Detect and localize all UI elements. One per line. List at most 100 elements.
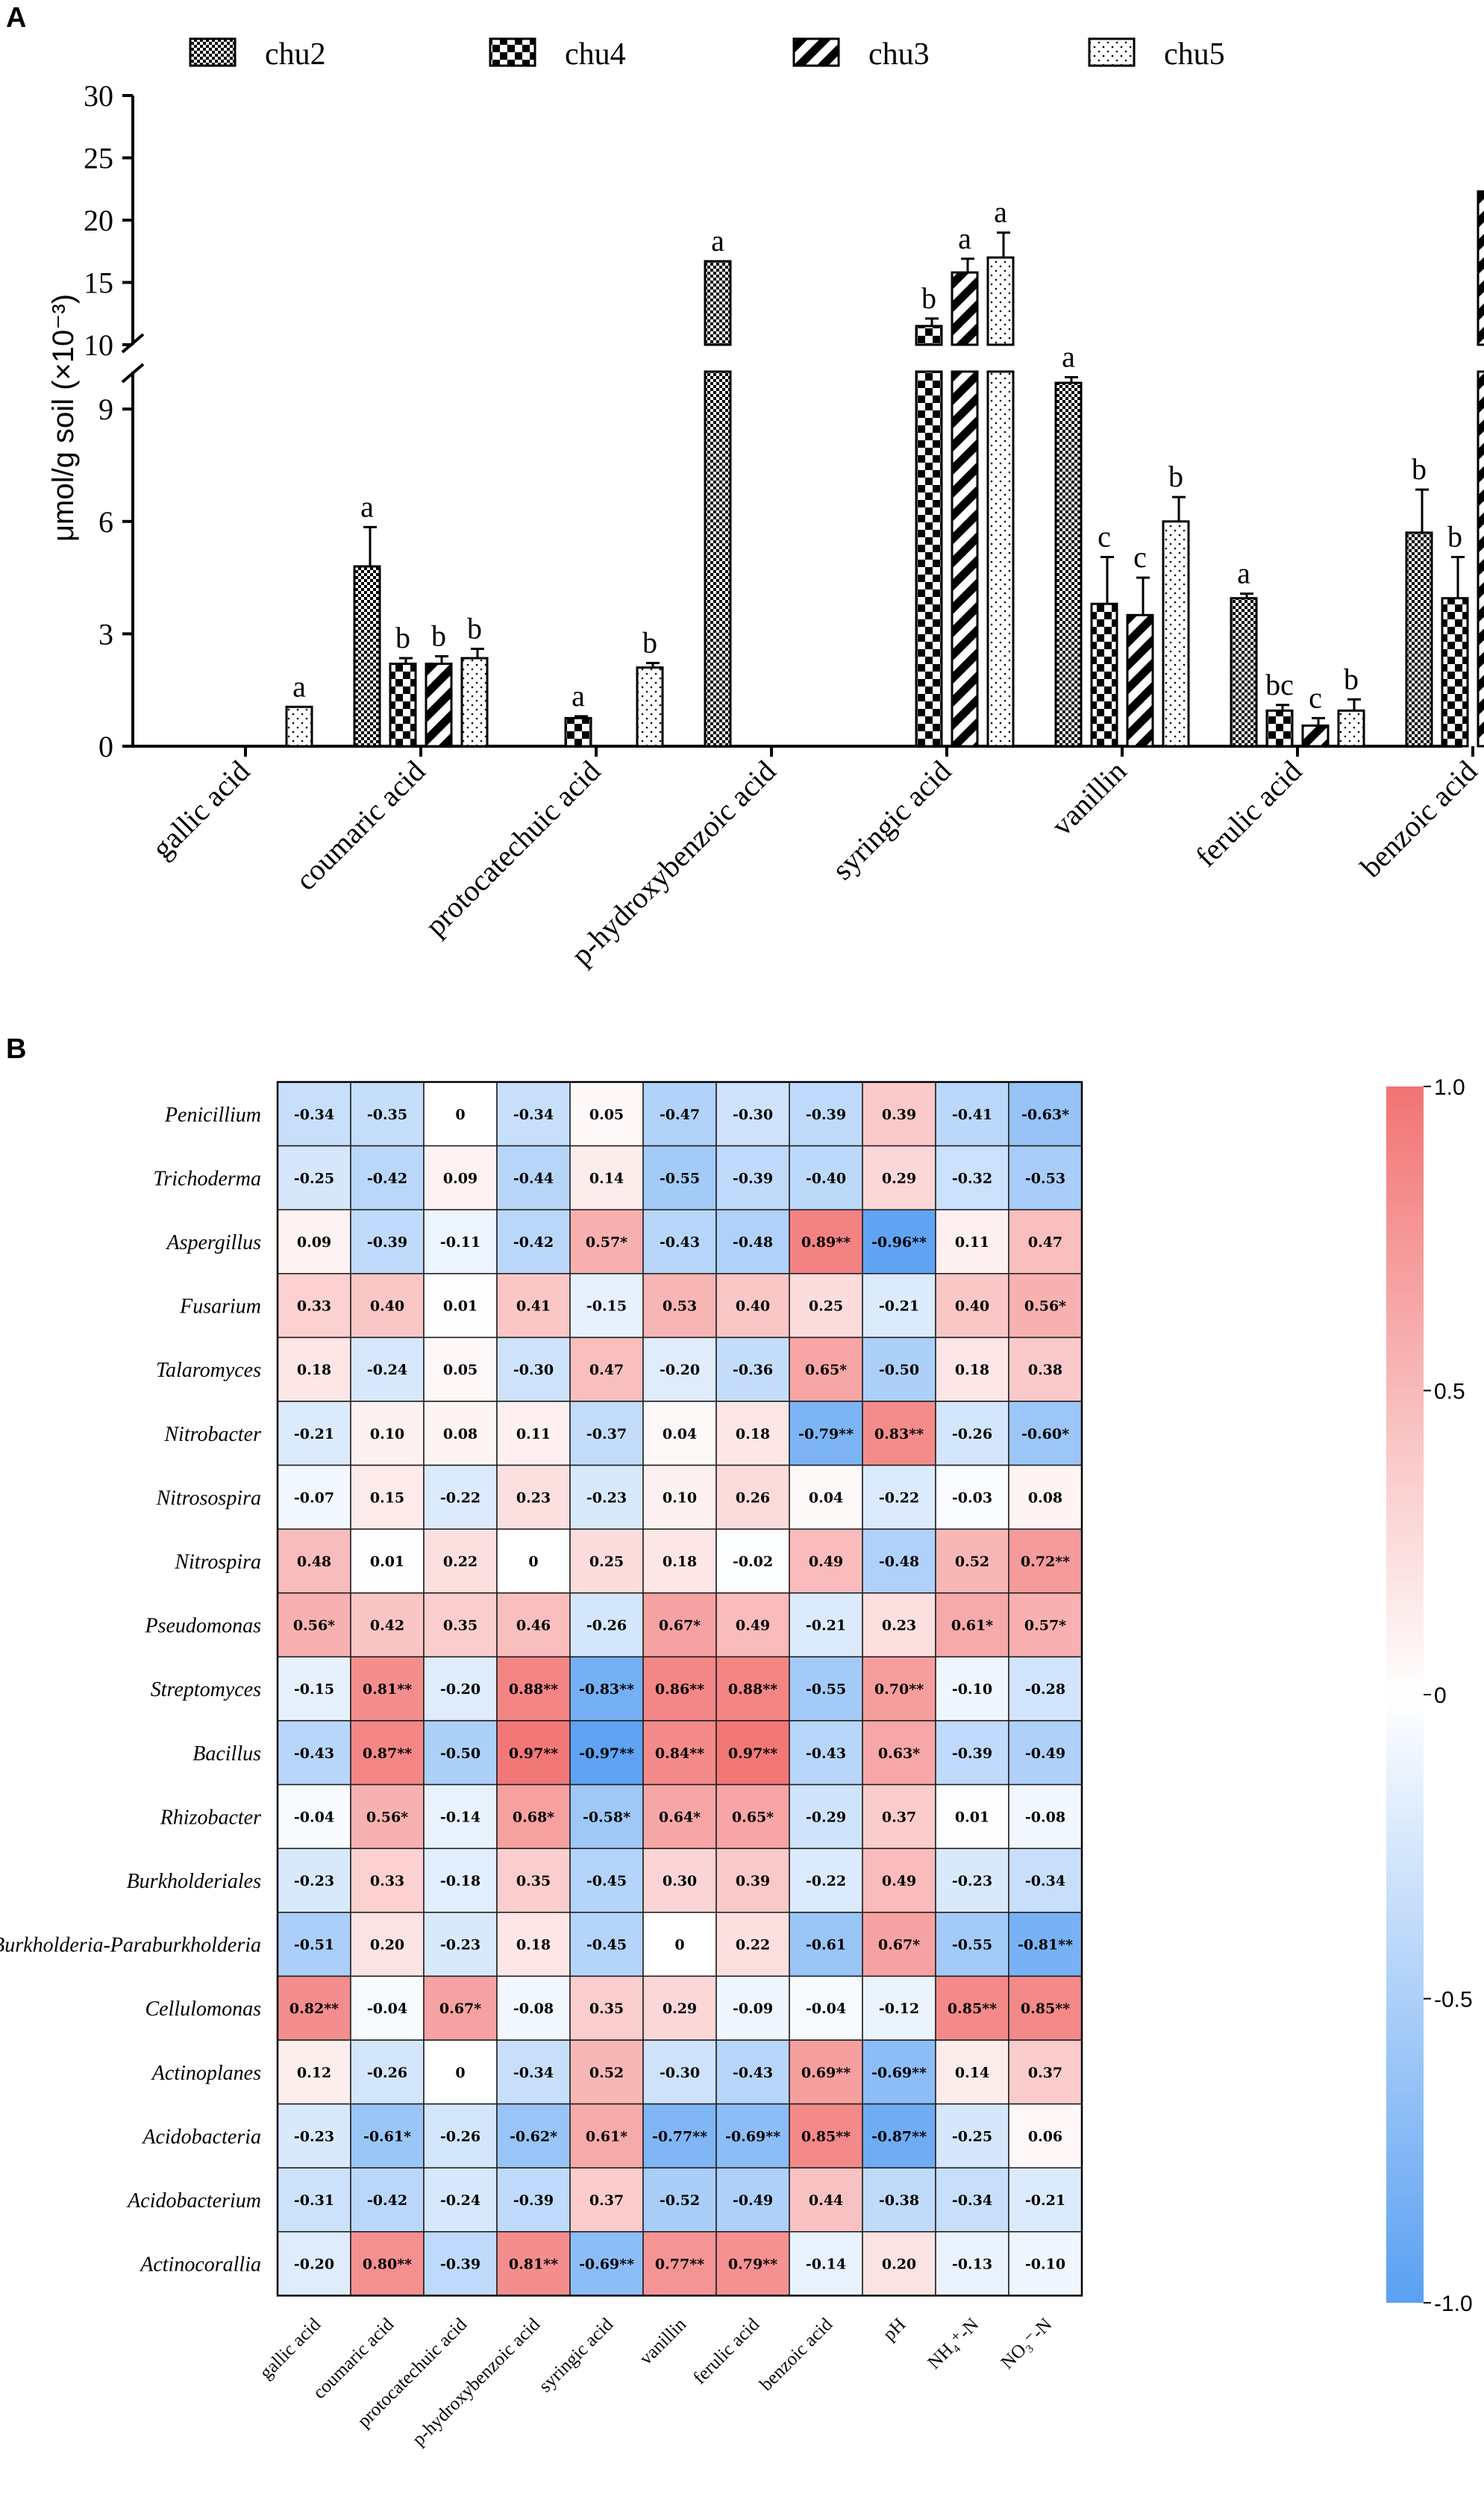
heatmap-cell-9-2 [423, 1656, 498, 1721]
heatmap-cell-3-9 [935, 1273, 1009, 1339]
heatmap-value-16-0: -0.23 [294, 2128, 334, 2145]
heatmap-value-13-10: -0.81** [1018, 1937, 1073, 1954]
heatmap-value-13-3: 0.18 [516, 1937, 551, 1954]
heatmap-value-8-6: 0.49 [736, 1618, 770, 1634]
heatmap-cell-7-2 [423, 1528, 498, 1594]
heatmap-value-7-2: 0.22 [443, 1554, 478, 1570]
heatmap-cell-7-6 [716, 1528, 790, 1594]
heatmap-cell-16-4 [569, 2103, 644, 2168]
heatmap-value-14-7: -0.04 [806, 2001, 846, 2017]
heatmap-value-14-8: -0.12 [879, 2001, 919, 2017]
heatmap-cell-13-0 [277, 1912, 351, 1977]
heatmap-value-13-4: -0.45 [586, 1937, 627, 1954]
row-label-12: Burkholderiales [127, 1870, 262, 1893]
heatmap-border [276, 1080, 1083, 2297]
heatmap-cell-0-5 [642, 1081, 717, 1147]
heatmap-value-16-9: -0.25 [952, 2128, 992, 2145]
heatmap-cell-4-2 [423, 1336, 498, 1402]
heatmap-cell-2-6 [716, 1209, 790, 1275]
heatmap-cell-15-2 [423, 2039, 498, 2105]
heatmap-cell-16-5 [642, 2103, 717, 2168]
heatmap-cell-2-1 [350, 1209, 425, 1275]
heatmap-cell-6-1 [350, 1464, 425, 1530]
heatmap-value-12-7: -0.22 [806, 1873, 846, 1889]
heatmap-value-9-7: -0.55 [806, 1681, 846, 1698]
bar-chu3-5 [1126, 613, 1154, 748]
heatmap-value-3-0: 0.33 [297, 1298, 331, 1315]
heatmap-cell-5-10 [1008, 1401, 1083, 1466]
sig-letter-chu4-6: bc [1265, 668, 1294, 701]
bar-chu4-5 [1090, 602, 1118, 748]
row-label-17: Acidobacterium [126, 2189, 261, 2212]
heatmap-value-6-2: -0.22 [440, 1489, 480, 1506]
heatmap-cell-16-2 [423, 2103, 498, 2168]
heatmap-value-15-8: -0.69** [871, 2065, 927, 2081]
heatmap-cell-12-6 [716, 1848, 790, 1913]
y-tick-label-lower-6: 6 [98, 505, 113, 539]
bar-chu5-4 [986, 256, 1015, 346]
x-category-label-5: vanillin [1045, 754, 1133, 842]
heatmap-cell-16-3 [496, 2103, 571, 2168]
heatmap-value-5-8: 0.83** [874, 1426, 924, 1442]
heatmap-cell-3-8 [862, 1273, 936, 1339]
heatmap-value-5-3: 0.11 [516, 1426, 551, 1442]
heatmap-cell-0-9 [935, 1081, 1009, 1147]
heatmap-value-13-6: 0.22 [736, 1937, 770, 1954]
heatmap-cell-11-4 [569, 1783, 644, 1849]
heatmap-value-8-9: 0.61* [951, 1618, 993, 1634]
y-tick-label-upper-30: 30 [84, 79, 113, 113]
sig-letter-chu3-4: a [958, 222, 971, 255]
colorbar-tick-label-0: 1.0 [1434, 1075, 1465, 1100]
heatmap-cell-3-1 [350, 1273, 425, 1339]
heatmap-cell-4-6 [716, 1336, 790, 1402]
heatmap-value-15-9: 0.14 [955, 2065, 989, 2081]
sig-letter-chu3-5: c [1133, 540, 1147, 574]
sig-letter-chu5-2: b [642, 626, 657, 660]
heatmap-value-6-5: 0.10 [663, 1489, 697, 1506]
bar-chu2-5 [1054, 381, 1083, 748]
column-label-9: NH₄⁺-N [924, 2315, 983, 2374]
heatmap-value-1-6: -0.39 [733, 1170, 773, 1186]
heatmap-value-3-1: 0.40 [370, 1298, 404, 1315]
sig-letter-chu5-5: b [1168, 460, 1183, 493]
heatmap-cell-5-8 [862, 1401, 936, 1466]
heatmap-value-2-10: 0.47 [1028, 1234, 1062, 1251]
heatmap-cell-6-6 [716, 1464, 790, 1530]
heatmap-cell-14-7 [789, 1975, 863, 2041]
heatmap-cell-4-0 [277, 1336, 351, 1402]
heatmap-value-0-4: 0.05 [589, 1107, 624, 1123]
legend-label-chu4: chu4 [565, 37, 626, 72]
heatmap-value-5-5: 0.04 [663, 1426, 697, 1442]
heatmap-value-0-9: -0.41 [952, 1107, 992, 1123]
heatmap-value-6-0: -0.07 [294, 1489, 334, 1506]
sig-letter-chu4-1: b [395, 621, 410, 654]
heatmap-cell-8-7 [789, 1592, 863, 1658]
heatmap-cell-5-2 [423, 1401, 498, 1466]
heatmap-cell-10-0 [277, 1720, 351, 1786]
heatmap-value-9-5: 0.86** [655, 1681, 704, 1698]
heatmap-value-18-1: 0.80** [363, 2257, 412, 2273]
heatmap-cell-9-8 [862, 1656, 936, 1721]
heatmap-value-4-0: 0.18 [297, 1362, 331, 1378]
heatmap-cell-5-7 [789, 1401, 863, 1466]
heatmap-cell-13-9 [935, 1912, 1009, 1977]
heatmap-cell-4-8 [862, 1336, 936, 1402]
heatmap-value-17-4: 0.37 [589, 2192, 624, 2209]
row-label-14: Cellulomonas [145, 1998, 261, 2021]
heatmap-value-2-1: -0.39 [367, 1234, 407, 1251]
heatmap-value-7-3: 0 [528, 1554, 538, 1570]
colorbar-tick-label-2: 0 [1434, 1683, 1447, 1708]
y-axis-label: μmol/g soil (×10⁻³) [47, 294, 80, 542]
heatmap-value-14-2: 0.67* [439, 2001, 481, 2017]
heatmap-cell-18-3 [496, 2231, 571, 2297]
heatmap-value-16-2: -0.26 [440, 2128, 480, 2145]
heatmap-cell-9-6 [716, 1656, 790, 1721]
heatmap-value-16-4: 0.61* [586, 2128, 627, 2145]
heatmap-value-11-5: 0.64* [659, 1809, 701, 1825]
row-label-5: Nitrobacter [163, 1423, 261, 1446]
heatmap-cell-17-2 [423, 2167, 498, 2233]
heatmap-cell-17-3 [496, 2167, 571, 2233]
bar-chu5-6 [1337, 709, 1365, 748]
x-category-label-1: coumaric acid [289, 754, 431, 897]
heatmap-value-4-3: -0.30 [513, 1362, 554, 1378]
